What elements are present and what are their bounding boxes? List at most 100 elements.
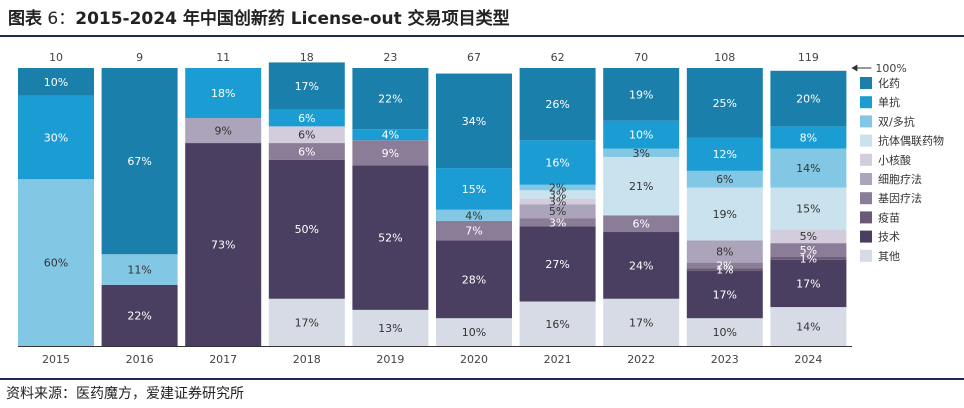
data-label: 11% [127,264,151,277]
data-label: 19% [713,208,737,221]
data-label: 8% [800,132,817,145]
data-label: 27% [545,258,569,271]
x-tick-label: 2020 [460,353,488,366]
legend-swatch [860,230,872,243]
data-label: 16% [545,318,569,331]
figure-number: 6 [47,9,59,29]
bar-segment [268,126,345,144]
top-marker-arrow-head [851,64,858,72]
bar-group-2018 [268,62,345,346]
bar-segment [519,226,596,302]
bar-segment [185,118,262,144]
data-label: 73% [211,239,235,252]
bar-segment [686,240,763,263]
data-label: 10% [713,326,737,339]
x-tick-label: 2015 [42,353,70,366]
data-label: 10% [44,76,68,89]
bar-segment [603,156,680,216]
bar-segment [770,259,847,308]
x-tick-label: 2021 [544,353,572,366]
bar-segment [603,215,680,233]
legend-swatch [860,249,872,262]
legend-swatch [860,192,872,205]
x-tick-label: 2024 [794,353,822,366]
data-label: 3% [549,195,566,208]
bar-segment [18,95,94,180]
data-label: 50% [295,223,319,236]
data-label: 34% [462,115,486,128]
data-label: 3% [549,189,566,202]
bar-total-label: 108 [714,51,735,64]
data-label: 67% [127,155,151,168]
figure-label: 图表 [8,9,42,29]
bar-segment [268,143,345,160]
bar-segment [770,70,847,127]
bar-segment [770,257,847,260]
legend-swatch [860,77,872,89]
bar-segment [770,126,847,149]
bar-segment [352,68,429,130]
bar-segment [352,129,429,141]
bar-total-label: 23 [383,51,397,64]
top-rule [0,35,964,37]
bar-segment [686,270,763,319]
data-label: 7% [465,225,482,238]
bar-segment [686,68,763,138]
data-label: 9% [382,147,399,160]
data-label: 8% [716,246,733,259]
data-label: 22% [378,93,402,106]
data-label: 21% [629,180,653,193]
bar-segment [352,309,429,346]
data-label: 5% [549,205,566,218]
bar-segment [101,254,178,285]
data-label: 1% [716,264,733,277]
bar-segment [436,168,512,210]
bar-segment [436,73,512,169]
bar-segment [436,240,512,319]
bar-total-label: 10 [49,51,63,64]
bar-total-label: 9 [136,51,143,64]
bar-segment [686,262,763,269]
data-label: 17% [796,277,820,290]
data-label: 30% [44,132,68,145]
bar-segment [603,68,680,121]
bar-segment [770,243,847,258]
bar-total-label: 62 [551,51,565,64]
data-label: 6% [298,145,315,158]
data-label: 10% [629,129,653,142]
legend-entry: 抗体偶联药物 [878,134,944,148]
bar-group-2016 [101,68,178,346]
bar-segment [436,220,512,241]
bar-segment [185,143,262,346]
data-label: 6% [298,112,315,125]
data-label: 9% [214,125,231,138]
data-label: 5% [800,244,817,257]
legend-entry: 基因疗法 [878,191,922,205]
bar-segment [770,148,847,188]
bar-segment [519,184,596,191]
bar-group-2019 [352,68,429,346]
bar-segment [686,137,763,171]
bar-segment [603,120,680,149]
x-tick-label: 2022 [627,353,655,366]
legend-entry: 小核酸 [878,153,911,167]
bar-total-label: 67 [467,51,481,64]
data-label: 6% [632,218,649,231]
data-label: 15% [796,202,820,215]
data-label: 14% [796,321,820,334]
bar-segment [268,298,345,346]
data-label: 6% [716,173,733,186]
x-tick-label: 2023 [711,353,739,366]
data-label: 26% [545,98,569,111]
data-label: 22% [127,309,151,322]
bar-group-2015 [18,68,94,346]
bar-group-2024 [770,70,847,346]
data-label: 2% [716,259,733,272]
data-label: 52% [378,232,402,245]
data-label: 24% [629,259,653,272]
legend-swatch [860,153,872,166]
bar-group-2022 [603,68,680,346]
bar-group-2023 [686,68,763,346]
legend-entry: 疫苗 [878,210,900,224]
data-label: 3% [549,216,566,229]
